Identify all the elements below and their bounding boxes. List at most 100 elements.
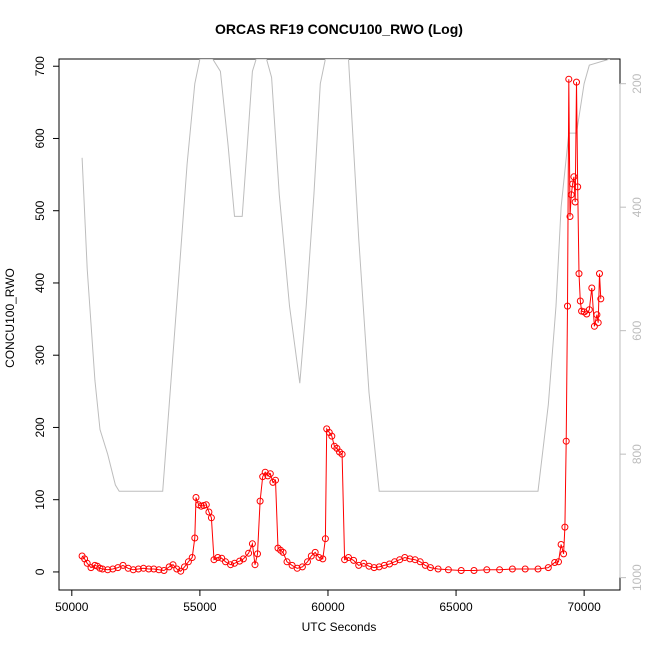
data-point xyxy=(562,437,570,445)
data-point xyxy=(567,191,575,199)
primary-series xyxy=(78,75,605,575)
data-point xyxy=(338,450,346,458)
data-point xyxy=(248,540,256,548)
data-point xyxy=(521,565,529,573)
data-point xyxy=(576,297,584,305)
data-point xyxy=(457,567,465,574)
data-point xyxy=(311,548,319,556)
x-tick-label: 70000 xyxy=(567,600,601,614)
x-tick-label: 55000 xyxy=(183,600,217,614)
data-point xyxy=(145,565,153,573)
data-point xyxy=(87,564,95,572)
data-point xyxy=(256,497,264,505)
data-point xyxy=(483,566,491,574)
data-point xyxy=(588,284,596,292)
data-point xyxy=(134,565,142,573)
data-point xyxy=(561,523,569,531)
primary-series-line xyxy=(81,79,602,572)
data-point xyxy=(375,563,383,571)
data-point xyxy=(155,566,163,574)
data-point xyxy=(129,566,137,574)
data-point xyxy=(181,563,188,571)
data-point xyxy=(341,556,349,564)
data-point xyxy=(585,306,593,314)
data-point xyxy=(496,566,504,574)
data-point xyxy=(444,566,452,574)
y-axis: 0 100 200 300 400 500 600 700 xyxy=(33,56,60,575)
y-tick-label: 100 xyxy=(33,489,47,509)
y2-tick-label: 200 xyxy=(630,73,644,93)
data-point xyxy=(119,561,127,569)
data-point xyxy=(350,556,358,564)
data-point xyxy=(188,554,196,561)
plot-frame xyxy=(58,58,621,591)
data-point xyxy=(218,554,226,562)
y-tick-label: 0 xyxy=(33,568,47,575)
data-point xyxy=(173,565,181,573)
data-point xyxy=(104,566,112,574)
data-point xyxy=(470,567,478,574)
y-tick-label: 400 xyxy=(33,273,47,293)
data-point xyxy=(307,552,315,560)
data-point xyxy=(272,476,279,484)
data-point xyxy=(426,564,434,572)
data-point xyxy=(321,535,329,543)
data-point xyxy=(593,311,601,319)
x-tick-label: 50000 xyxy=(55,600,89,614)
data-point xyxy=(551,559,559,566)
data-point xyxy=(565,75,573,83)
data-point xyxy=(169,561,177,569)
secondary-series xyxy=(81,59,610,492)
data-point xyxy=(594,319,602,327)
data-point xyxy=(571,198,579,206)
data-point xyxy=(251,561,259,569)
data-point xyxy=(298,563,306,571)
data-point xyxy=(83,559,91,567)
data-point xyxy=(315,554,323,561)
data-point xyxy=(574,183,582,191)
data-point xyxy=(406,555,414,563)
data-point xyxy=(401,554,409,561)
data-point xyxy=(573,78,580,86)
data-point xyxy=(590,322,598,330)
data-point xyxy=(109,565,117,573)
data-point xyxy=(508,565,516,573)
data-point xyxy=(210,556,218,564)
data-point xyxy=(304,558,311,566)
data-point xyxy=(288,561,296,569)
data-point xyxy=(345,554,352,561)
data-point xyxy=(380,561,388,569)
data-point xyxy=(222,558,229,566)
data-point xyxy=(566,213,574,220)
data-point xyxy=(416,558,424,566)
data-point xyxy=(150,565,158,573)
data-point xyxy=(124,564,132,572)
data-point xyxy=(239,555,247,563)
data-point xyxy=(575,270,583,278)
data-point xyxy=(569,180,577,188)
data-point xyxy=(254,550,261,558)
data-point xyxy=(227,561,235,569)
x-tick-label: 65000 xyxy=(439,600,473,614)
data-point xyxy=(365,562,373,570)
data-point xyxy=(236,557,244,565)
x-tick-label: 60000 xyxy=(311,600,345,614)
data-point xyxy=(191,534,199,542)
data-point xyxy=(160,567,168,574)
data-point xyxy=(434,565,442,573)
y-tick-label: 200 xyxy=(33,417,47,437)
data-point xyxy=(283,558,291,566)
y2-tick-label: 600 xyxy=(630,320,644,340)
x-axis-label: UTC Seconds xyxy=(302,620,377,634)
y-tick-label: 600 xyxy=(33,128,47,148)
y-tick-label: 300 xyxy=(33,345,47,365)
y2-axis: 200 400 600 800 1000 xyxy=(619,73,644,591)
data-point xyxy=(165,563,173,571)
data-point xyxy=(184,558,192,566)
data-point xyxy=(560,550,568,558)
data-point xyxy=(192,494,200,501)
data-point xyxy=(245,549,253,557)
chart-title: ORCAS RF19 CONCU100_RWO (Log) xyxy=(215,21,463,37)
data-point xyxy=(177,567,185,575)
